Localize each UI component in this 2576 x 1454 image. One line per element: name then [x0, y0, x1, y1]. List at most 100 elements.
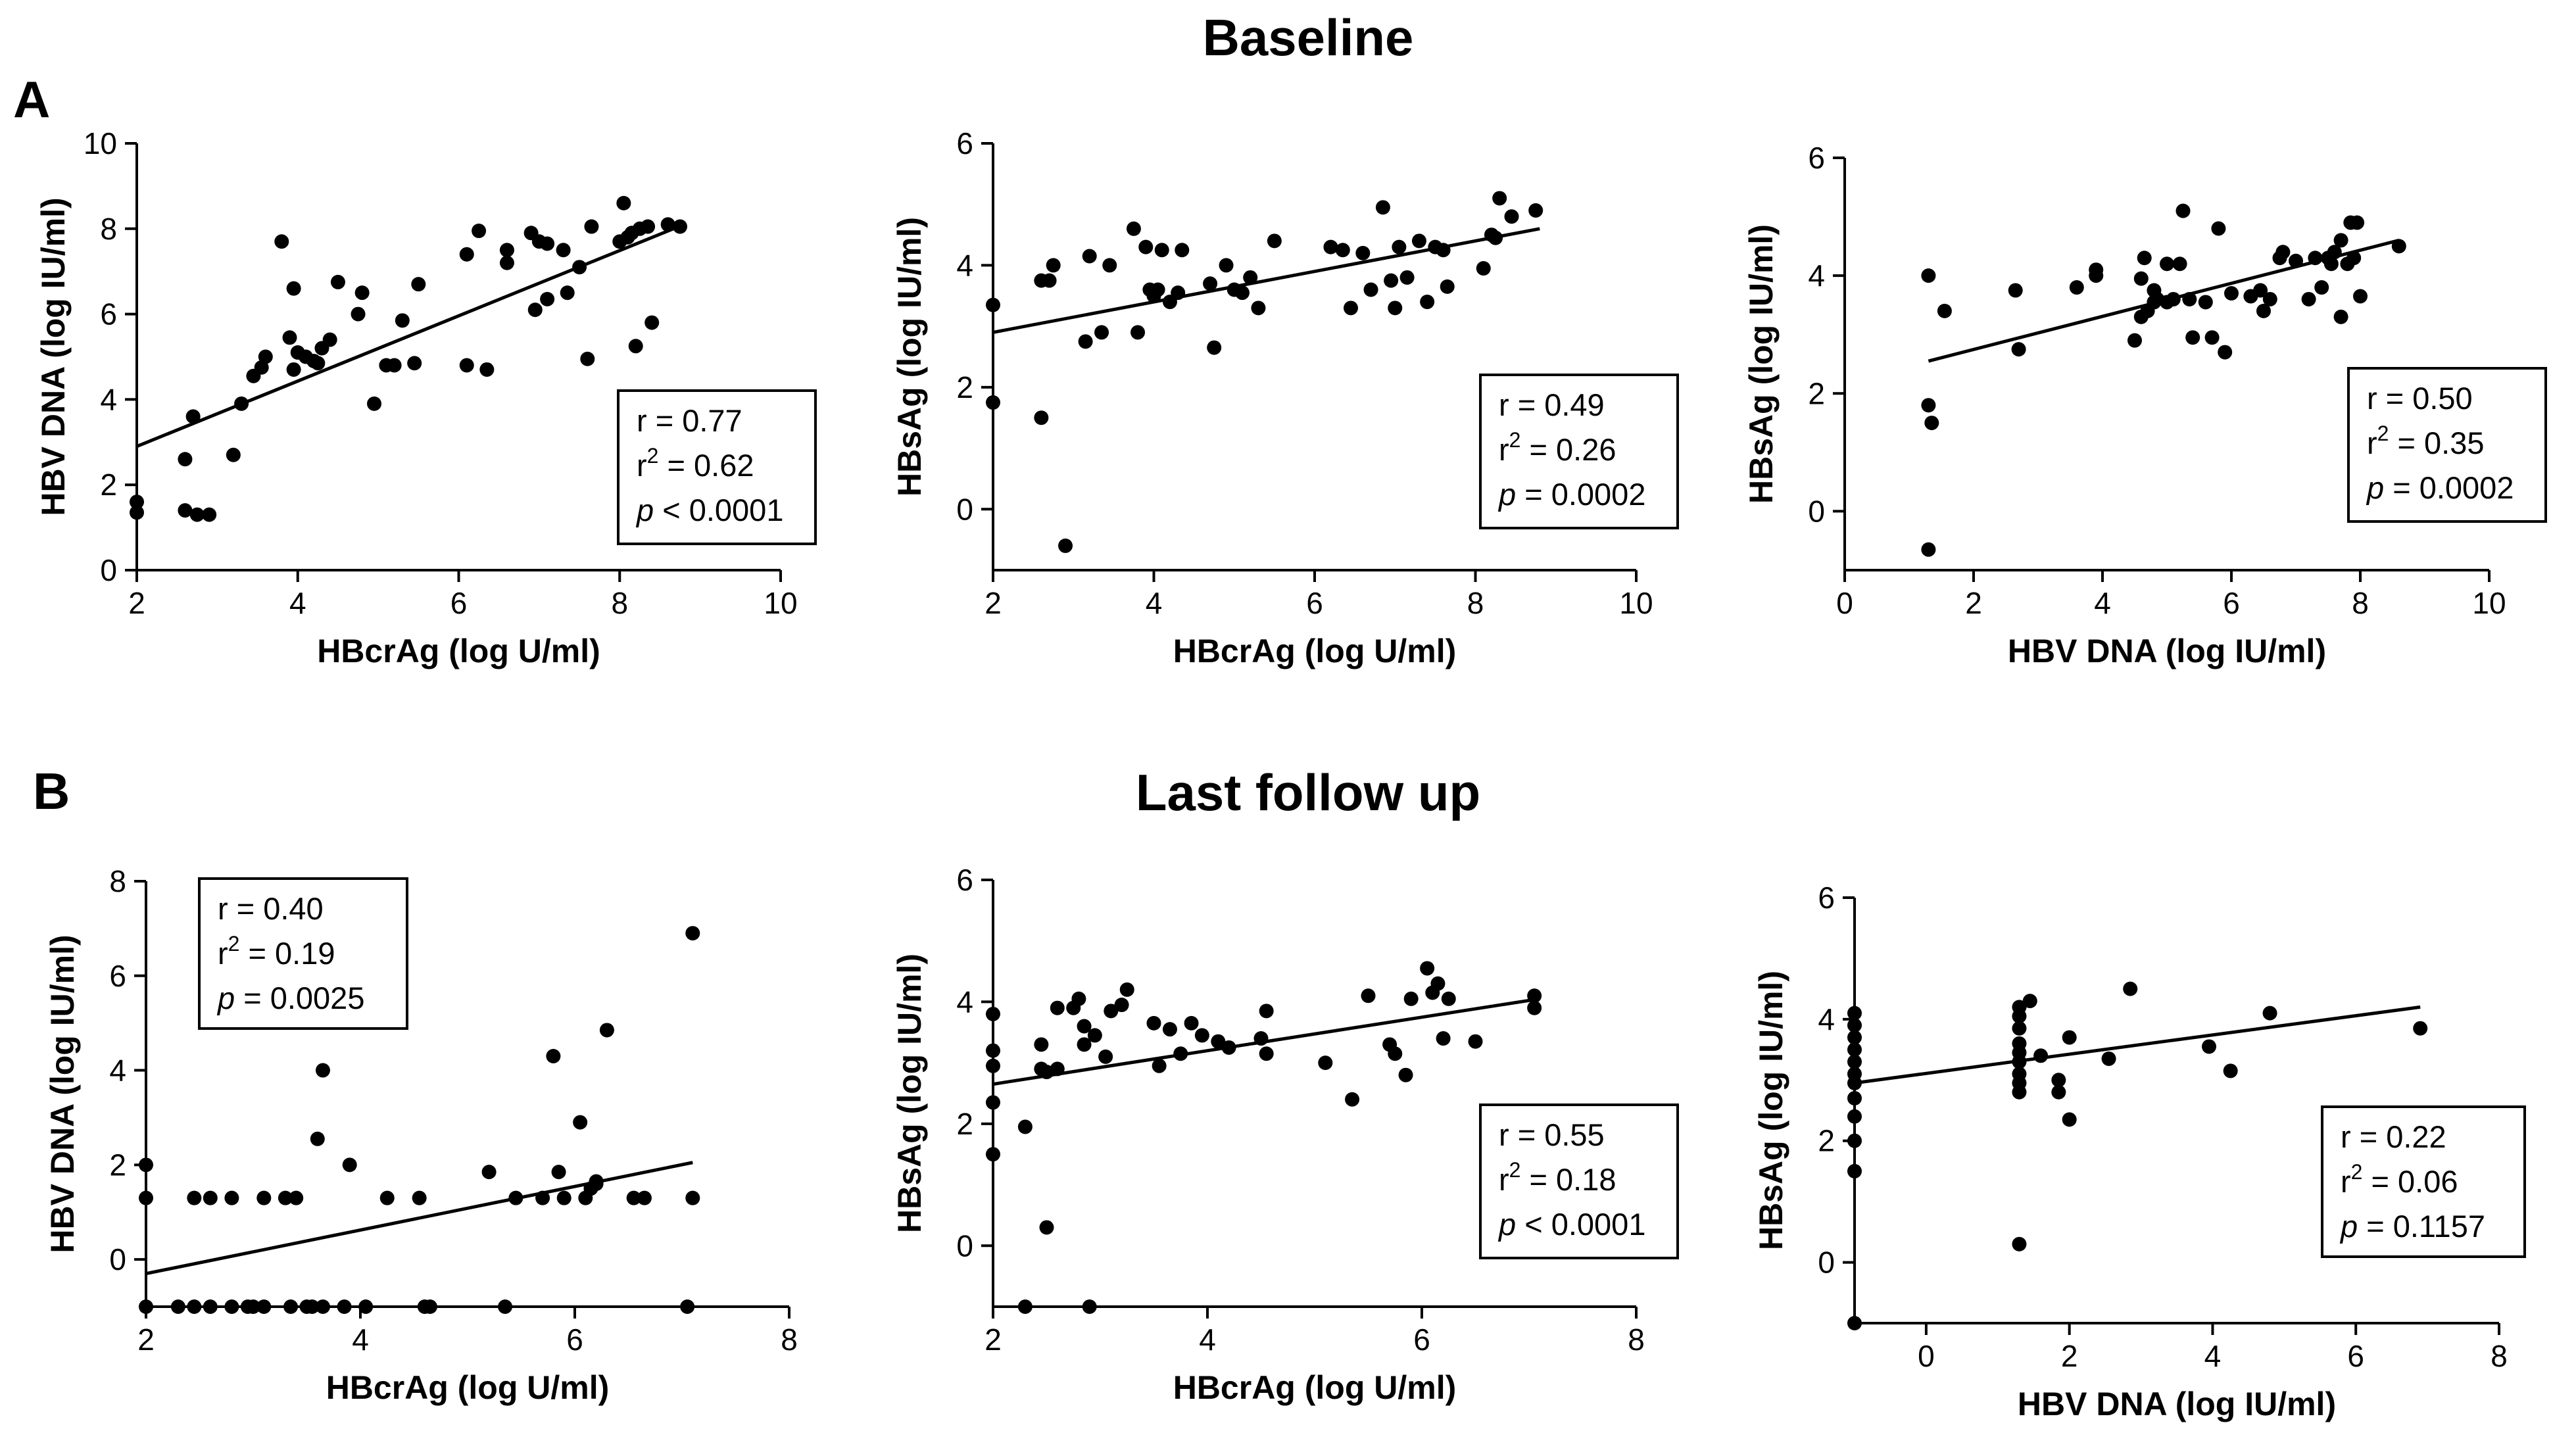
data-point: [481, 1165, 497, 1180]
stat-p-value: p < 0.0001: [635, 493, 783, 527]
data-point: [1468, 1034, 1483, 1049]
data-point: [2012, 1054, 2027, 1069]
data-point: [315, 1063, 330, 1078]
data-point: [1042, 273, 1057, 288]
data-point: [986, 297, 1000, 312]
stat-p-value: p = 0.1157: [2339, 1209, 2485, 1244]
stat-r-squared-symbol: r: [2367, 425, 2377, 460]
data-point: [1203, 276, 1218, 291]
data-point: [572, 260, 587, 275]
data-point: [1219, 258, 1234, 273]
data-point: [1361, 988, 1376, 1004]
x-tick-label: 0: [1836, 586, 1853, 620]
stat-p-value: p = 0.0002: [1497, 477, 1645, 512]
data-point: [354, 285, 370, 301]
y-tick-label: 4: [956, 248, 973, 282]
data-point: [685, 1190, 700, 1205]
x-tick-label: 6: [566, 1322, 583, 1357]
data-point: [2185, 330, 2200, 345]
y-tick-label: 2: [109, 1148, 126, 1182]
data-point: [1077, 1019, 1092, 1034]
data-point: [2051, 1084, 2066, 1100]
data-point: [1154, 243, 1169, 258]
data-point: [274, 234, 289, 249]
data-point: [459, 247, 474, 262]
y-tick-label: 0: [956, 492, 973, 526]
data-point: [2308, 251, 2323, 266]
data-point: [2224, 286, 2239, 301]
data-point: [1146, 1015, 1161, 1030]
x-tick-label: 4: [1146, 586, 1163, 620]
data-point: [310, 356, 326, 371]
data-point: [2253, 283, 2268, 298]
data-point: [387, 358, 402, 373]
data-point: [986, 1095, 1000, 1110]
data-point: [1375, 200, 1390, 215]
x-tick-label: 4: [1199, 1322, 1216, 1357]
stat-p-symbol: p: [2366, 470, 2384, 505]
x-tick-label: 4: [2204, 1339, 2222, 1373]
data-point: [1077, 1037, 1092, 1052]
data-point: [1082, 1299, 1097, 1314]
data-point: [1420, 961, 1435, 976]
data-point: [1847, 1054, 1862, 1069]
data-point: [2062, 1030, 2077, 1045]
y-tick-label: 4: [956, 984, 973, 1019]
data-point: [1388, 301, 1403, 316]
data-point: [1847, 1316, 1862, 1330]
section-title-last-follow-up: Last follow up: [1136, 763, 1480, 821]
data-point: [1528, 203, 1543, 218]
data-point: [986, 395, 1000, 410]
x-axis-title: HBV DNA (log IU/ml): [2018, 1386, 2336, 1422]
data-point: [2033, 1048, 2049, 1063]
data-point: [2172, 256, 2187, 272]
x-tick-label: 10: [764, 586, 797, 620]
stat-r-squared: r2 = 0.62: [637, 444, 754, 483]
data-point: [986, 1058, 1000, 1073]
data-point: [1253, 1031, 1269, 1046]
x-tick-label: 2: [128, 586, 145, 620]
stat-r-squared-exponent: 2: [1509, 428, 1521, 452]
data-point: [2346, 251, 2362, 266]
data-point: [2323, 256, 2339, 272]
stat-p-value: p = 0.0002: [2366, 470, 2514, 505]
data-point: [286, 281, 301, 296]
data-point: [1259, 1046, 1274, 1061]
data-point: [358, 1299, 374, 1314]
data-point: [1211, 1034, 1226, 1049]
data-point: [286, 362, 301, 377]
data-point: [170, 1299, 185, 1314]
stat-p-symbol: p: [1497, 1207, 1516, 1242]
data-point: [556, 1190, 571, 1205]
data-point: [1050, 1061, 1065, 1077]
data-point: [2262, 1006, 2277, 1021]
stat-r: r = 0.50: [2367, 381, 2473, 416]
y-axis-title: HBV DNA (log IU/ml): [35, 197, 72, 516]
x-tick-label: 6: [2347, 1339, 2364, 1373]
data-point: [1384, 273, 1399, 288]
data-point: [1162, 1022, 1177, 1037]
y-tick-label: 6: [100, 297, 117, 331]
y-tick-label: 0: [1818, 1246, 1835, 1280]
data-point: [2089, 268, 2104, 283]
data-point: [1847, 1042, 1862, 1057]
data-point: [411, 277, 426, 292]
x-tick-label: 0: [1918, 1339, 1935, 1373]
panel-letter-a: A: [13, 70, 50, 128]
data-point: [1392, 239, 1407, 254]
data-point: [187, 1299, 202, 1314]
y-tick-label: 6: [956, 126, 973, 160]
data-point: [1259, 1004, 1274, 1019]
data-point: [1039, 1220, 1054, 1235]
data-point: [289, 1190, 304, 1205]
data-point: [1335, 243, 1350, 258]
data-point: [1411, 233, 1426, 249]
data-point: [573, 1115, 588, 1130]
data-point: [2391, 239, 2406, 254]
data-point: [1126, 221, 1141, 236]
x-tick-label: 8: [781, 1322, 798, 1357]
stat-p-value: p < 0.0001: [1497, 1207, 1645, 1242]
data-point: [2198, 295, 2213, 310]
